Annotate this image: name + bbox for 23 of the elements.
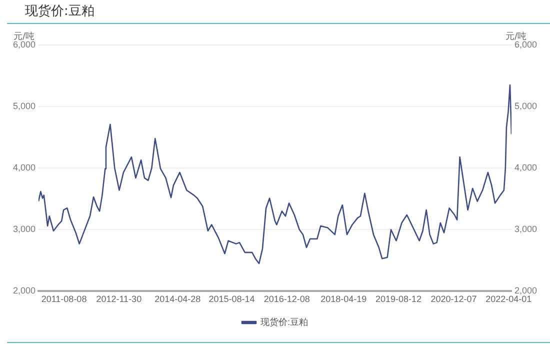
legend-label: 现货价:豆粕: [260, 316, 308, 327]
x-tick-label: 2012-11-30: [96, 294, 142, 304]
x-tick-label: 2014-04-28: [154, 294, 201, 304]
y2-tick-label: 2,000: [514, 286, 538, 296]
y2-tick-label: 6,000: [514, 39, 538, 50]
y2-tick-label: 3,000: [514, 224, 538, 234]
chart-title: 现货价:豆粕: [25, 3, 94, 20]
y-tick-label: 6,000: [12, 39, 36, 50]
x-tick-label: 2020-12-07: [430, 294, 477, 304]
y2-tick-label: 4,000: [514, 162, 538, 173]
y-axis-title: 元/吨: [13, 30, 35, 42]
x-tick-label: 2019-08-12: [376, 294, 422, 304]
y2-axis-title: 元/吨: [505, 30, 527, 42]
x-tick-label: 2018-04-19: [320, 294, 367, 304]
y2-tick-label: 5,000: [514, 101, 538, 112]
x-tick-label: 2016-12-08: [264, 294, 310, 304]
y-tick-label: 3,000: [12, 224, 36, 234]
x-tick-label: 2022-04-01: [486, 294, 532, 304]
y-tick-label: 4,000: [12, 162, 36, 173]
y-tick-label: 2,000: [12, 286, 36, 296]
x-tick-label: 2015-08-14: [208, 294, 255, 304]
y-tick-label: 5,000: [12, 101, 36, 112]
x-tick-label: 2011-08-08: [41, 294, 87, 304]
